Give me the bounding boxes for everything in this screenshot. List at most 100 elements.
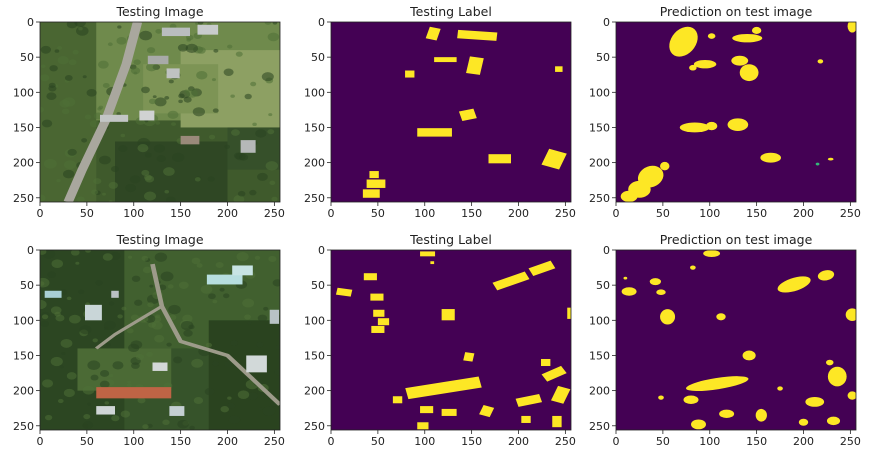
tree-canopy: [235, 152, 246, 161]
tree-canopy: [215, 261, 224, 268]
tree-canopy: [247, 321, 252, 325]
plot-area: [331, 250, 571, 430]
tree-canopy: [104, 401, 110, 405]
tree-canopy: [135, 353, 145, 361]
y-tick-label: 150: [13, 121, 34, 134]
x-tick-label: 50: [656, 435, 670, 448]
y-tick-label: 250: [304, 192, 325, 205]
tree-canopy: [200, 284, 213, 294]
tree-canopy: [148, 98, 157, 105]
building-roof: [197, 24, 219, 35]
tree-canopy: [128, 343, 140, 353]
mask-region: [660, 309, 676, 325]
tree-canopy: [40, 194, 46, 202]
y-tick-label: 100: [13, 86, 34, 99]
mask-region: [719, 409, 735, 419]
y-tick-label: 150: [304, 349, 325, 362]
mask-region: [457, 29, 498, 41]
tree-canopy: [85, 250, 92, 253]
tree-canopy: [257, 172, 268, 181]
tree-canopy: [237, 190, 246, 197]
mask-region: [751, 26, 762, 34]
tree-canopy: [178, 281, 189, 289]
mask-region: [777, 386, 783, 391]
mask-region: [492, 271, 530, 291]
tree-canopy: [54, 49, 60, 53]
x-tick-label: 200: [217, 207, 238, 220]
mask-region: [528, 260, 556, 276]
tree-canopy: [178, 99, 183, 104]
tree-canopy: [72, 49, 79, 55]
tree-canopy: [87, 360, 101, 370]
tree-canopy: [133, 59, 141, 65]
y-tick-label: 200: [13, 157, 34, 170]
tree-canopy: [40, 250, 47, 255]
tree-canopy: [208, 293, 216, 300]
building-roof: [96, 387, 172, 399]
vegetation-patch: [143, 64, 219, 114]
mask-region: [691, 419, 706, 430]
tree-canopy: [82, 423, 89, 429]
x-tick-label: 200: [508, 207, 529, 220]
mask-region: [369, 171, 379, 179]
tree-canopy: [152, 95, 157, 99]
x-tick-label: 150: [746, 435, 767, 448]
tree-canopy: [262, 406, 276, 416]
y-tick-label: 150: [589, 349, 610, 362]
mask-region: [706, 121, 718, 131]
x-tick-label: 50: [80, 435, 94, 448]
tree-canopy: [148, 321, 157, 328]
axes-frame: [39, 21, 281, 203]
tree-canopy: [86, 402, 91, 406]
tree-canopy: [230, 340, 238, 346]
tree-canopy: [121, 306, 127, 311]
tree-canopy: [41, 119, 53, 128]
building-roof: [139, 110, 155, 121]
y-tick-label: 100: [589, 314, 610, 327]
building-roof: [240, 140, 256, 153]
tree-canopy: [155, 121, 161, 125]
mask-region: [827, 366, 847, 387]
y-tick-label: 150: [589, 121, 610, 134]
building-roof: [44, 290, 62, 298]
tree-canopy: [81, 138, 88, 143]
x-tick-label: 100: [123, 207, 144, 220]
mask-region: [679, 122, 710, 133]
mask-region: [441, 309, 455, 321]
tree-canopy: [191, 257, 201, 265]
tree-canopy: [89, 120, 100, 128]
x-tick-label: 250: [840, 435, 861, 448]
tree-canopy: [141, 255, 149, 261]
panel-title: Testing Image: [115, 4, 203, 19]
tree-canopy: [268, 255, 277, 263]
tree-canopy: [264, 22, 272, 25]
tree-canopy: [233, 195, 245, 202]
tree-canopy: [197, 22, 204, 25]
tree-canopy: [82, 75, 87, 79]
y-tick-label: 250: [13, 192, 34, 205]
x-tick-label: 150: [170, 435, 191, 448]
building-roof: [147, 55, 169, 65]
x-tick-label: 250: [264, 207, 285, 220]
tree-canopy: [228, 415, 241, 425]
mask-region: [742, 350, 756, 361]
tree-canopy: [83, 413, 91, 420]
tree-canopy: [61, 108, 70, 115]
tree-canopy: [177, 419, 189, 429]
axes-frame: [330, 21, 572, 203]
mask-region: [845, 308, 856, 322]
mask-region: [479, 404, 495, 418]
mask-region: [392, 396, 403, 404]
x-tick-label: 0: [328, 435, 335, 448]
mask-region: [755, 408, 767, 422]
tree-canopy: [141, 169, 150, 176]
tree-canopy: [116, 112, 121, 116]
tree-canopy: [235, 51, 243, 57]
tree-canopy: [156, 155, 166, 162]
mask-region: [739, 64, 759, 82]
mask-region: [370, 293, 384, 301]
y-tick-label: 0: [603, 244, 610, 257]
